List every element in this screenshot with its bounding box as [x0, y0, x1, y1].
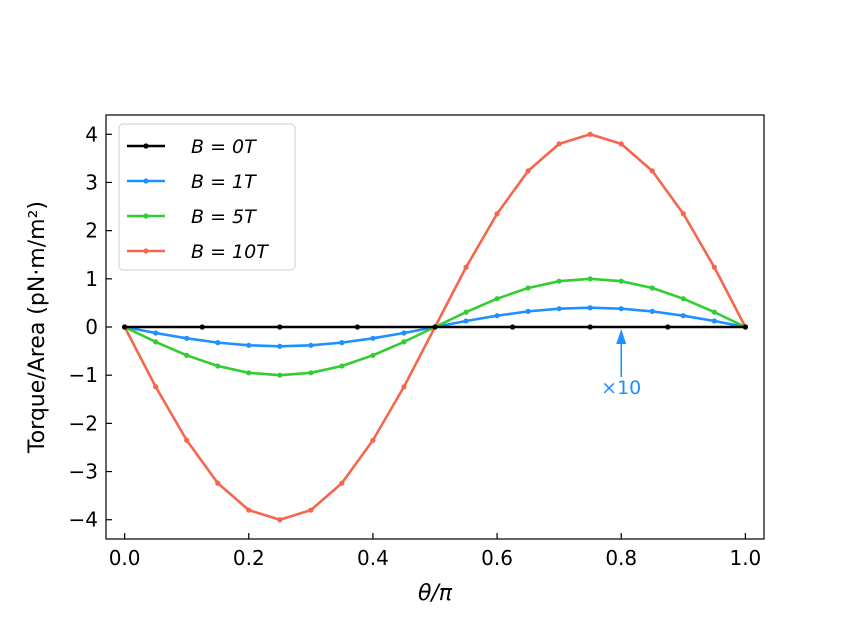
x-tick-label: 0.0 [109, 546, 141, 570]
series-marker [184, 352, 190, 358]
series-marker [246, 342, 252, 348]
series-marker [649, 285, 655, 291]
series-marker [680, 313, 686, 319]
series-marker [587, 324, 593, 330]
series-marker [680, 211, 686, 217]
series-marker [153, 339, 159, 345]
plot-frame [105, 114, 765, 540]
series-marker [463, 264, 469, 270]
y-tick-label: 2 [85, 219, 98, 243]
legend-label: B = 10T [191, 241, 269, 263]
y-axis-label: Torque/Area (pN·m/m²) [25, 201, 50, 454]
series-marker [401, 339, 407, 345]
series-marker [308, 370, 314, 376]
series-marker [277, 517, 283, 523]
series-marker [246, 507, 252, 513]
series-marker [556, 278, 562, 284]
series-marker [587, 131, 593, 137]
series-marker [556, 306, 562, 312]
series-marker [618, 306, 624, 312]
series-marker [556, 141, 562, 147]
legend-swatch-marker [143, 213, 149, 219]
y-tick-label: −1 [69, 363, 98, 387]
y-tick-label: 3 [85, 170, 98, 194]
series-marker [509, 324, 516, 330]
series-marker [680, 296, 686, 302]
y-tick-label: 1 [85, 267, 98, 291]
series-marker [494, 211, 500, 217]
x-axis-label: θ/π [418, 581, 453, 606]
x-tick-label: 0.6 [481, 546, 513, 570]
series-marker [525, 285, 531, 291]
x-tick-label: 0.8 [605, 546, 637, 570]
series-marker [494, 313, 500, 319]
series-marker [587, 276, 593, 282]
y-tick-label: −3 [69, 460, 98, 484]
series-marker [153, 384, 159, 390]
series-marker [354, 324, 361, 330]
annotation-arrow-head [616, 329, 627, 344]
legend-label: B = 0T [191, 136, 257, 158]
series-marker [370, 352, 376, 358]
series-marker [339, 363, 345, 369]
y-tick-label: 0 [85, 315, 98, 339]
series-marker [649, 168, 655, 174]
series-marker [246, 370, 252, 376]
series-marker [401, 384, 407, 390]
x-tick-label: 0.2 [233, 546, 265, 570]
series-marker [463, 309, 469, 315]
series-marker [277, 343, 283, 349]
series-marker [525, 168, 531, 174]
series-marker [215, 340, 221, 346]
series-marker [184, 335, 190, 341]
series-marker [401, 330, 407, 336]
series-marker [215, 480, 221, 486]
legend-swatch-marker [143, 178, 149, 184]
legend-label: B = 5T [191, 206, 257, 228]
series-marker [339, 340, 345, 346]
series-marker [711, 309, 717, 315]
series-marker [432, 324, 438, 330]
series-marker [370, 437, 376, 443]
y-tick-label: −4 [69, 508, 98, 532]
x-tick-label: 1.0 [729, 546, 761, 570]
legend-swatch-marker [143, 143, 149, 149]
annotation-label: ×10 [601, 377, 641, 399]
series-marker [494, 296, 500, 302]
series-marker [711, 318, 717, 324]
series-marker [122, 324, 128, 330]
series-marker [184, 437, 190, 443]
series-marker [618, 278, 624, 284]
series-marker [649, 308, 655, 314]
series-marker [742, 324, 748, 330]
y-tick-label: 4 [85, 122, 98, 146]
series-marker [308, 342, 314, 348]
series-marker [665, 324, 671, 330]
series-marker [153, 330, 159, 336]
series-marker [277, 324, 283, 330]
series-marker [525, 308, 531, 314]
series-marker [711, 264, 717, 270]
series-marker [370, 335, 376, 341]
series-marker [339, 480, 345, 486]
series-marker [587, 305, 593, 311]
y-tick-label: −2 [69, 411, 98, 435]
legend-box [118, 123, 296, 271]
series-marker [463, 318, 469, 324]
legend-swatch-marker [143, 248, 149, 254]
series-marker [277, 372, 283, 378]
series-marker [308, 507, 314, 513]
series-marker [199, 324, 205, 330]
series-marker [215, 363, 221, 369]
series-marker [618, 141, 624, 147]
legend-label: B = 1T [191, 171, 257, 193]
x-tick-label: 0.4 [357, 546, 389, 570]
